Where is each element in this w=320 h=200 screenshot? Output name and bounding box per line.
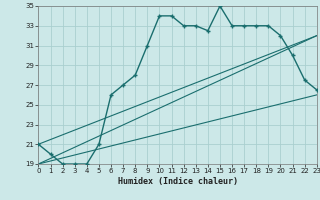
X-axis label: Humidex (Indice chaleur): Humidex (Indice chaleur): [118, 177, 238, 186]
